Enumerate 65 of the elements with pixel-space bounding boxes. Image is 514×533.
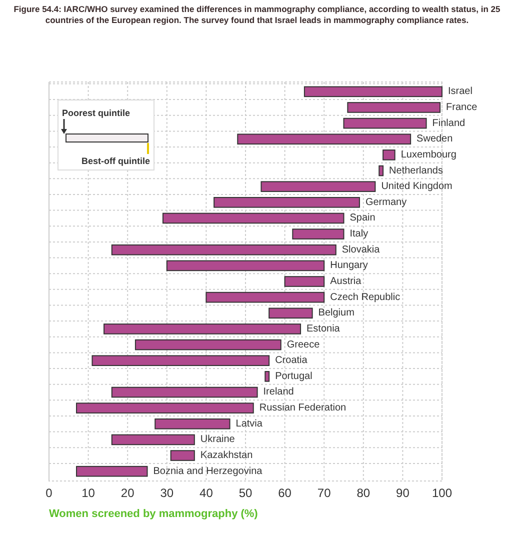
bar [206, 292, 325, 303]
x-tick-label: 60 [278, 486, 292, 500]
bar [260, 181, 376, 192]
bar [214, 196, 360, 208]
y-tick-label: Boznia and Herzegovina [153, 466, 263, 477]
bar [166, 260, 325, 272]
bar [111, 434, 195, 446]
bar [292, 228, 344, 240]
bar [111, 386, 258, 398]
bar [284, 276, 325, 287]
x-tick-label: 10 [82, 486, 96, 500]
annotation: Best-off quintile [82, 156, 150, 166]
bar [304, 86, 442, 98]
y-tick-label: Russian Federation [259, 402, 346, 414]
y-tick-label: Ukraine [200, 434, 236, 446]
x-tick-label: 70 [317, 486, 332, 500]
bar [264, 371, 270, 382]
bar [104, 324, 302, 334]
y-tick-label: Germany [365, 196, 407, 208]
y-tick-label: Belgium [318, 308, 354, 319]
y-tick-label: Luxembourg [400, 149, 456, 160]
x-tick-label: 50 [238, 486, 252, 500]
bar [378, 165, 384, 176]
bar [347, 102, 441, 113]
bar [170, 450, 195, 461]
annotation: Poorest quintile [62, 108, 130, 118]
y-tick-label: Croatia [275, 355, 308, 366]
bar [134, 339, 282, 350]
bar [162, 212, 344, 224]
y-tick-label: Latvia [236, 418, 263, 430]
bar [111, 244, 336, 256]
y-tick-label: Israel [448, 86, 472, 98]
y-tick-label: Italy [350, 228, 368, 240]
x-tick-label: 80 [356, 486, 370, 500]
y-tick-label: Czech Republic [330, 292, 400, 303]
bar [76, 466, 148, 477]
y-tick-label: Portugal [275, 370, 312, 382]
x-tick-label: 0 [46, 486, 53, 500]
bar [343, 118, 427, 129]
y-tick-label: Kazakhstan [200, 450, 253, 462]
y-tick-label: Hungary [330, 260, 368, 272]
bar [154, 418, 230, 430]
y-tick-label: Sweden [416, 134, 453, 145]
x-tick-label: 30 [160, 486, 174, 500]
y-tick-label: France [446, 102, 478, 113]
y-tick-label: Greece [286, 339, 320, 350]
y-tick-label: Austria [330, 276, 362, 287]
y-tick-label: Ireland [263, 386, 294, 398]
x-tick-label: 100 [432, 486, 452, 500]
bar [268, 308, 313, 319]
y-tick-label: Spain [350, 212, 376, 224]
y-tick-label: Netherlands [389, 165, 443, 176]
y-tick-label: Estonia [306, 323, 340, 334]
x-tick-label: 40 [200, 486, 214, 500]
chart-title: Figure 54.4: IARC/WHO survey examined the differences in mammography compliance, according to wealth status, in 25 countries of the European region. The survey found that Israel leads in mammography compliance rates. [14, 4, 501, 25]
x-tick-label: 20 [120, 486, 135, 500]
x-tick-label: 90 [396, 486, 410, 500]
y-tick-label: Slovakia [342, 244, 380, 256]
y-tick-label: Finland [432, 118, 466, 129]
y-tick-label: United Kingdom [381, 181, 452, 192]
bar [76, 402, 254, 414]
bar [237, 134, 412, 145]
bar [382, 150, 396, 160]
x-axis-title: Women screened by mammography (%) [49, 508, 258, 520]
bar [92, 355, 270, 366]
